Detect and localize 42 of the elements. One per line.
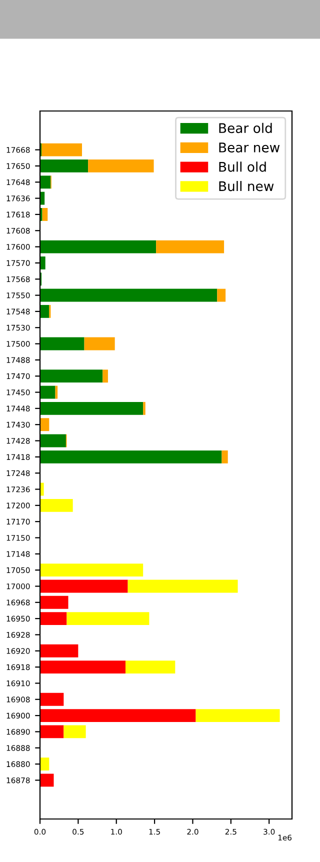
bar bbox=[40, 564, 144, 577]
bar bbox=[40, 418, 50, 432]
bar bbox=[40, 176, 51, 189]
bar bbox=[64, 725, 86, 738]
legend-label: Bear new bbox=[219, 142, 280, 152]
bar bbox=[40, 386, 56, 399]
bar bbox=[40, 725, 64, 738]
bar bbox=[40, 612, 67, 626]
bar bbox=[40, 288, 218, 302]
bar bbox=[66, 612, 150, 626]
legend-label: Bull new bbox=[219, 180, 274, 192]
bar bbox=[217, 288, 226, 302]
legend-label: Bear old bbox=[219, 122, 272, 134]
bar bbox=[40, 498, 73, 512]
bar bbox=[40, 450, 222, 464]
bar bbox=[156, 240, 224, 254]
bar bbox=[40, 660, 126, 674]
bar bbox=[40, 434, 66, 448]
bar bbox=[40, 240, 156, 254]
bar bbox=[42, 208, 48, 221]
legend-label: Bull old bbox=[219, 162, 266, 172]
bar bbox=[40, 774, 54, 787]
bar bbox=[40, 370, 103, 383]
bar bbox=[128, 580, 238, 593]
bar bbox=[126, 660, 176, 674]
bar bbox=[40, 692, 64, 706]
bar bbox=[102, 370, 108, 383]
bar bbox=[88, 159, 154, 172]
bar bbox=[84, 337, 115, 350]
bar bbox=[40, 758, 50, 771]
bar bbox=[40, 159, 88, 172]
bar bbox=[40, 596, 68, 609]
bar bbox=[42, 143, 82, 156]
bar bbox=[40, 644, 78, 658]
bar bbox=[196, 709, 280, 722]
bar bbox=[40, 580, 128, 593]
bar bbox=[40, 709, 196, 722]
bar bbox=[40, 337, 84, 350]
bar bbox=[222, 450, 228, 464]
bar bbox=[40, 402, 144, 415]
bar bbox=[40, 304, 50, 318]
bar bbox=[40, 256, 46, 270]
